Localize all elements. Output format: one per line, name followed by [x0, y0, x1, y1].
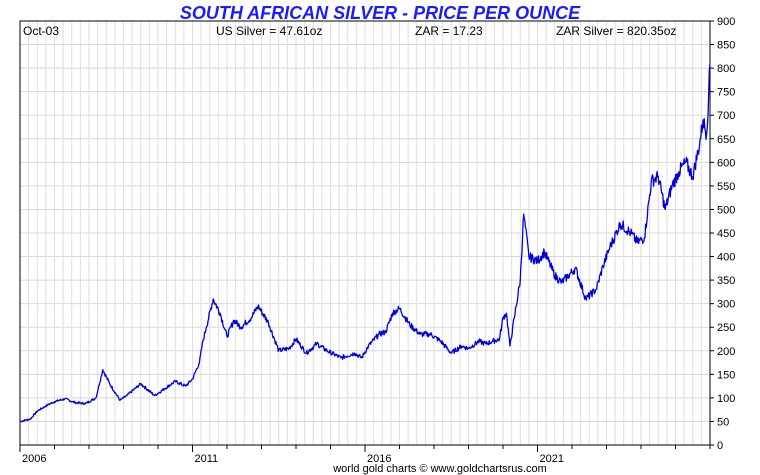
y-tick-label: 200	[717, 346, 735, 358]
y-tick-label: 550	[717, 181, 735, 193]
x-tick-label: 2016	[367, 453, 391, 465]
header-zar: ZAR = 17.23	[415, 24, 483, 38]
y-tick-label: 250	[717, 322, 735, 334]
price-series-line	[19, 63, 711, 423]
y-tick-label: 100	[717, 393, 735, 405]
chart-footer: world gold charts © www.goldchartsrus.co…	[332, 463, 547, 475]
y-tick-label: 750	[717, 87, 735, 99]
y-tick-label: 600	[717, 157, 735, 169]
x-tick-label: 2006	[22, 453, 46, 465]
y-axis-ticks: 0 50 100 150 200 250 300 350 400 450 500 550 600 650 7…	[710, 16, 735, 452]
y-tick-label: 650	[717, 134, 735, 146]
chart-title: SOUTH AFRICAN SILVER - PRICE PER OUNCE	[180, 3, 581, 23]
y-tick-label: 50	[717, 416, 729, 428]
y-tick-label: 800	[717, 63, 735, 75]
y-tick-label: 900	[717, 16, 735, 28]
y-tick-label: 400	[717, 252, 735, 264]
y-tick-label: 700	[717, 110, 735, 122]
header-date: Oct-03	[23, 24, 59, 38]
y-tick-label: 450	[717, 228, 735, 240]
y-tick-label: 850	[717, 40, 735, 52]
y-tick-label: 350	[717, 275, 735, 287]
header-us-silver: US Silver = 47.61oz	[216, 24, 322, 38]
grid	[19, 20, 711, 446]
x-tick-label: 2021	[540, 453, 564, 465]
x-tick-label: 2011	[195, 453, 219, 465]
y-tick-label: 500	[717, 204, 735, 216]
y-tick-label: 0	[717, 440, 723, 452]
x-axis-ticks: 2006 2011 2016 2021	[19, 445, 711, 465]
y-tick-label: 300	[717, 299, 735, 311]
y-tick-label: 150	[717, 369, 735, 381]
header-zar-silver: ZAR Silver = 820.35oz	[556, 24, 676, 38]
